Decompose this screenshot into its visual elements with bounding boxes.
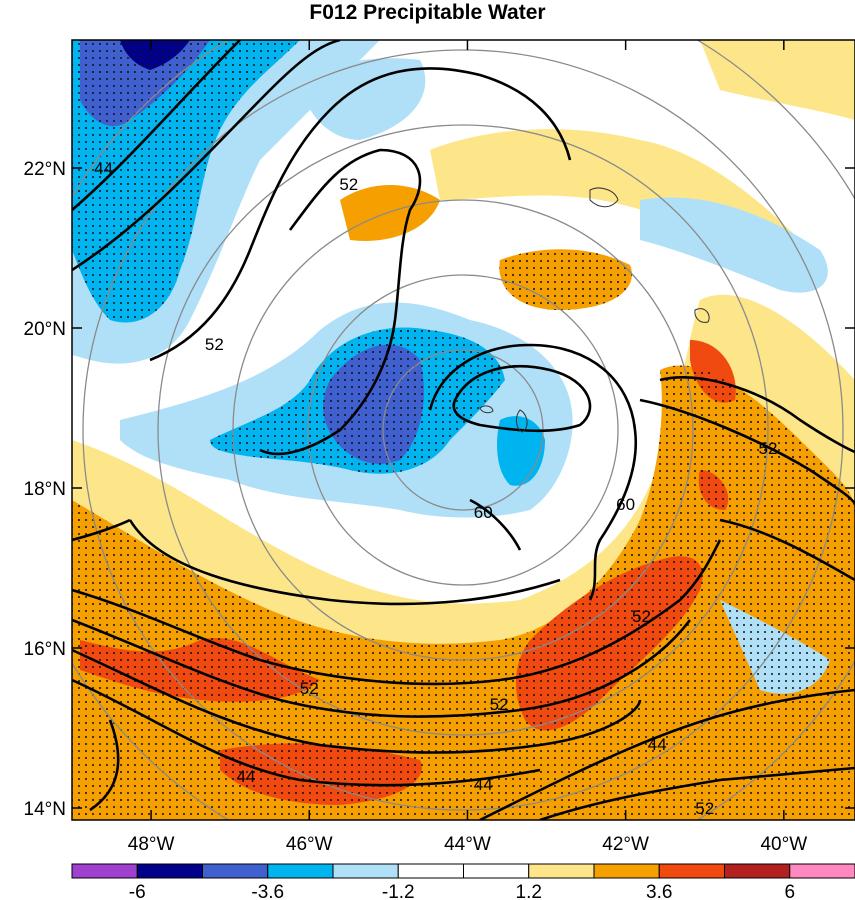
- colorbar-swatch: [332, 863, 399, 879]
- contour-label: 52: [339, 175, 358, 194]
- lat-tick-label: 16°N: [24, 639, 66, 660]
- contour-label: 52: [205, 335, 224, 354]
- contour-label-text: 52: [300, 679, 319, 698]
- lat-tick-label: 14°N: [24, 799, 66, 820]
- contour-label-text: 52: [759, 439, 778, 458]
- range-ring: [307, 274, 619, 586]
- contour-label: 44: [474, 775, 493, 794]
- range-ring: [82, 49, 844, 811]
- colorbar-label: -6: [129, 882, 146, 900]
- colorbar-swatch: [202, 863, 269, 879]
- colorbar-swatch: [267, 863, 334, 879]
- colorbar: -6 -3.6 -1.2 1.2 3.6 6: [71, 863, 855, 900]
- lon-tick-label: 48°W: [128, 834, 175, 855]
- contour-label-text: 44: [237, 767, 256, 786]
- contour-label-text: 60: [616, 495, 635, 514]
- contour-label-text: 44: [648, 735, 667, 754]
- colorbar-label: 1.2: [516, 882, 542, 900]
- contour-label-text: 52: [339, 175, 358, 194]
- range-ring: [157, 124, 769, 736]
- lon-tick-label: 40°W: [760, 834, 807, 855]
- contour-label-text: 52: [632, 607, 651, 626]
- map-frame: [71, 39, 855, 821]
- axis-ticks: 48°W 46°W 44°W 42°W 40°W 14°N 16°N 18°N 20°N 22°N: [24, 40, 855, 855]
- contour-label-text: 44: [474, 775, 493, 794]
- contour-label-text: 52: [695, 799, 714, 818]
- lon-tick-label: 46°W: [286, 834, 333, 855]
- contour-label: 52: [759, 439, 778, 458]
- contour-label: 44: [648, 735, 667, 754]
- lon-tick-label: 42°W: [602, 834, 649, 855]
- colorbar-swatch: [593, 863, 660, 879]
- contour-label: 44: [94, 159, 113, 178]
- contour-value-labels: 52 44 52 60 60 52 52 52 52 44 44 44 52: [94, 159, 778, 818]
- contour-label: 60: [474, 503, 493, 522]
- contour-label: 60: [616, 495, 635, 514]
- contour-label: 52: [632, 607, 651, 626]
- lat-tick-label: 20°N: [24, 319, 66, 340]
- colorbar-swatch: [136, 863, 203, 879]
- small-feature-outlines: [479, 187, 710, 433]
- colorbar-label: 6: [784, 882, 795, 900]
- colorbar-swatch: [658, 863, 725, 879]
- colorbar-label: -1.2: [382, 882, 415, 900]
- colorbar-label: -3.6: [251, 882, 284, 900]
- contour-label: 52: [300, 679, 319, 698]
- colorbar-swatch: [397, 863, 464, 879]
- lat-tick-label: 18°N: [24, 479, 66, 500]
- map-title: F012 Precipitable Water: [309, 1, 546, 24]
- colorbar-swatch: [724, 863, 791, 879]
- contour-label-text: 44: [94, 159, 113, 178]
- colorbar-swatch: [528, 863, 595, 879]
- contour-label: 44: [237, 767, 256, 786]
- contour-label-text: 60: [474, 503, 493, 522]
- lat-tick-label: 22°N: [24, 159, 66, 180]
- pw-contours: [72, 40, 855, 820]
- lon-tick-label: 44°W: [444, 834, 491, 855]
- significance-stippling: [72, 40, 855, 820]
- contour-label: 52: [490, 695, 509, 714]
- colorbar-swatch: [71, 863, 138, 879]
- contour-label-text: 52: [490, 695, 509, 714]
- colorbar-label: 3.6: [646, 882, 672, 900]
- contour-label-text: 52: [205, 335, 224, 354]
- colorbar-swatch: [463, 863, 530, 879]
- colorbar-swatch: [789, 863, 855, 879]
- range-ring: [232, 199, 694, 661]
- map-plot-area: 52 44 52 60 60 52 52 52 52 44 44 44 52: [72, 40, 855, 820]
- contour-label: 52: [695, 799, 714, 818]
